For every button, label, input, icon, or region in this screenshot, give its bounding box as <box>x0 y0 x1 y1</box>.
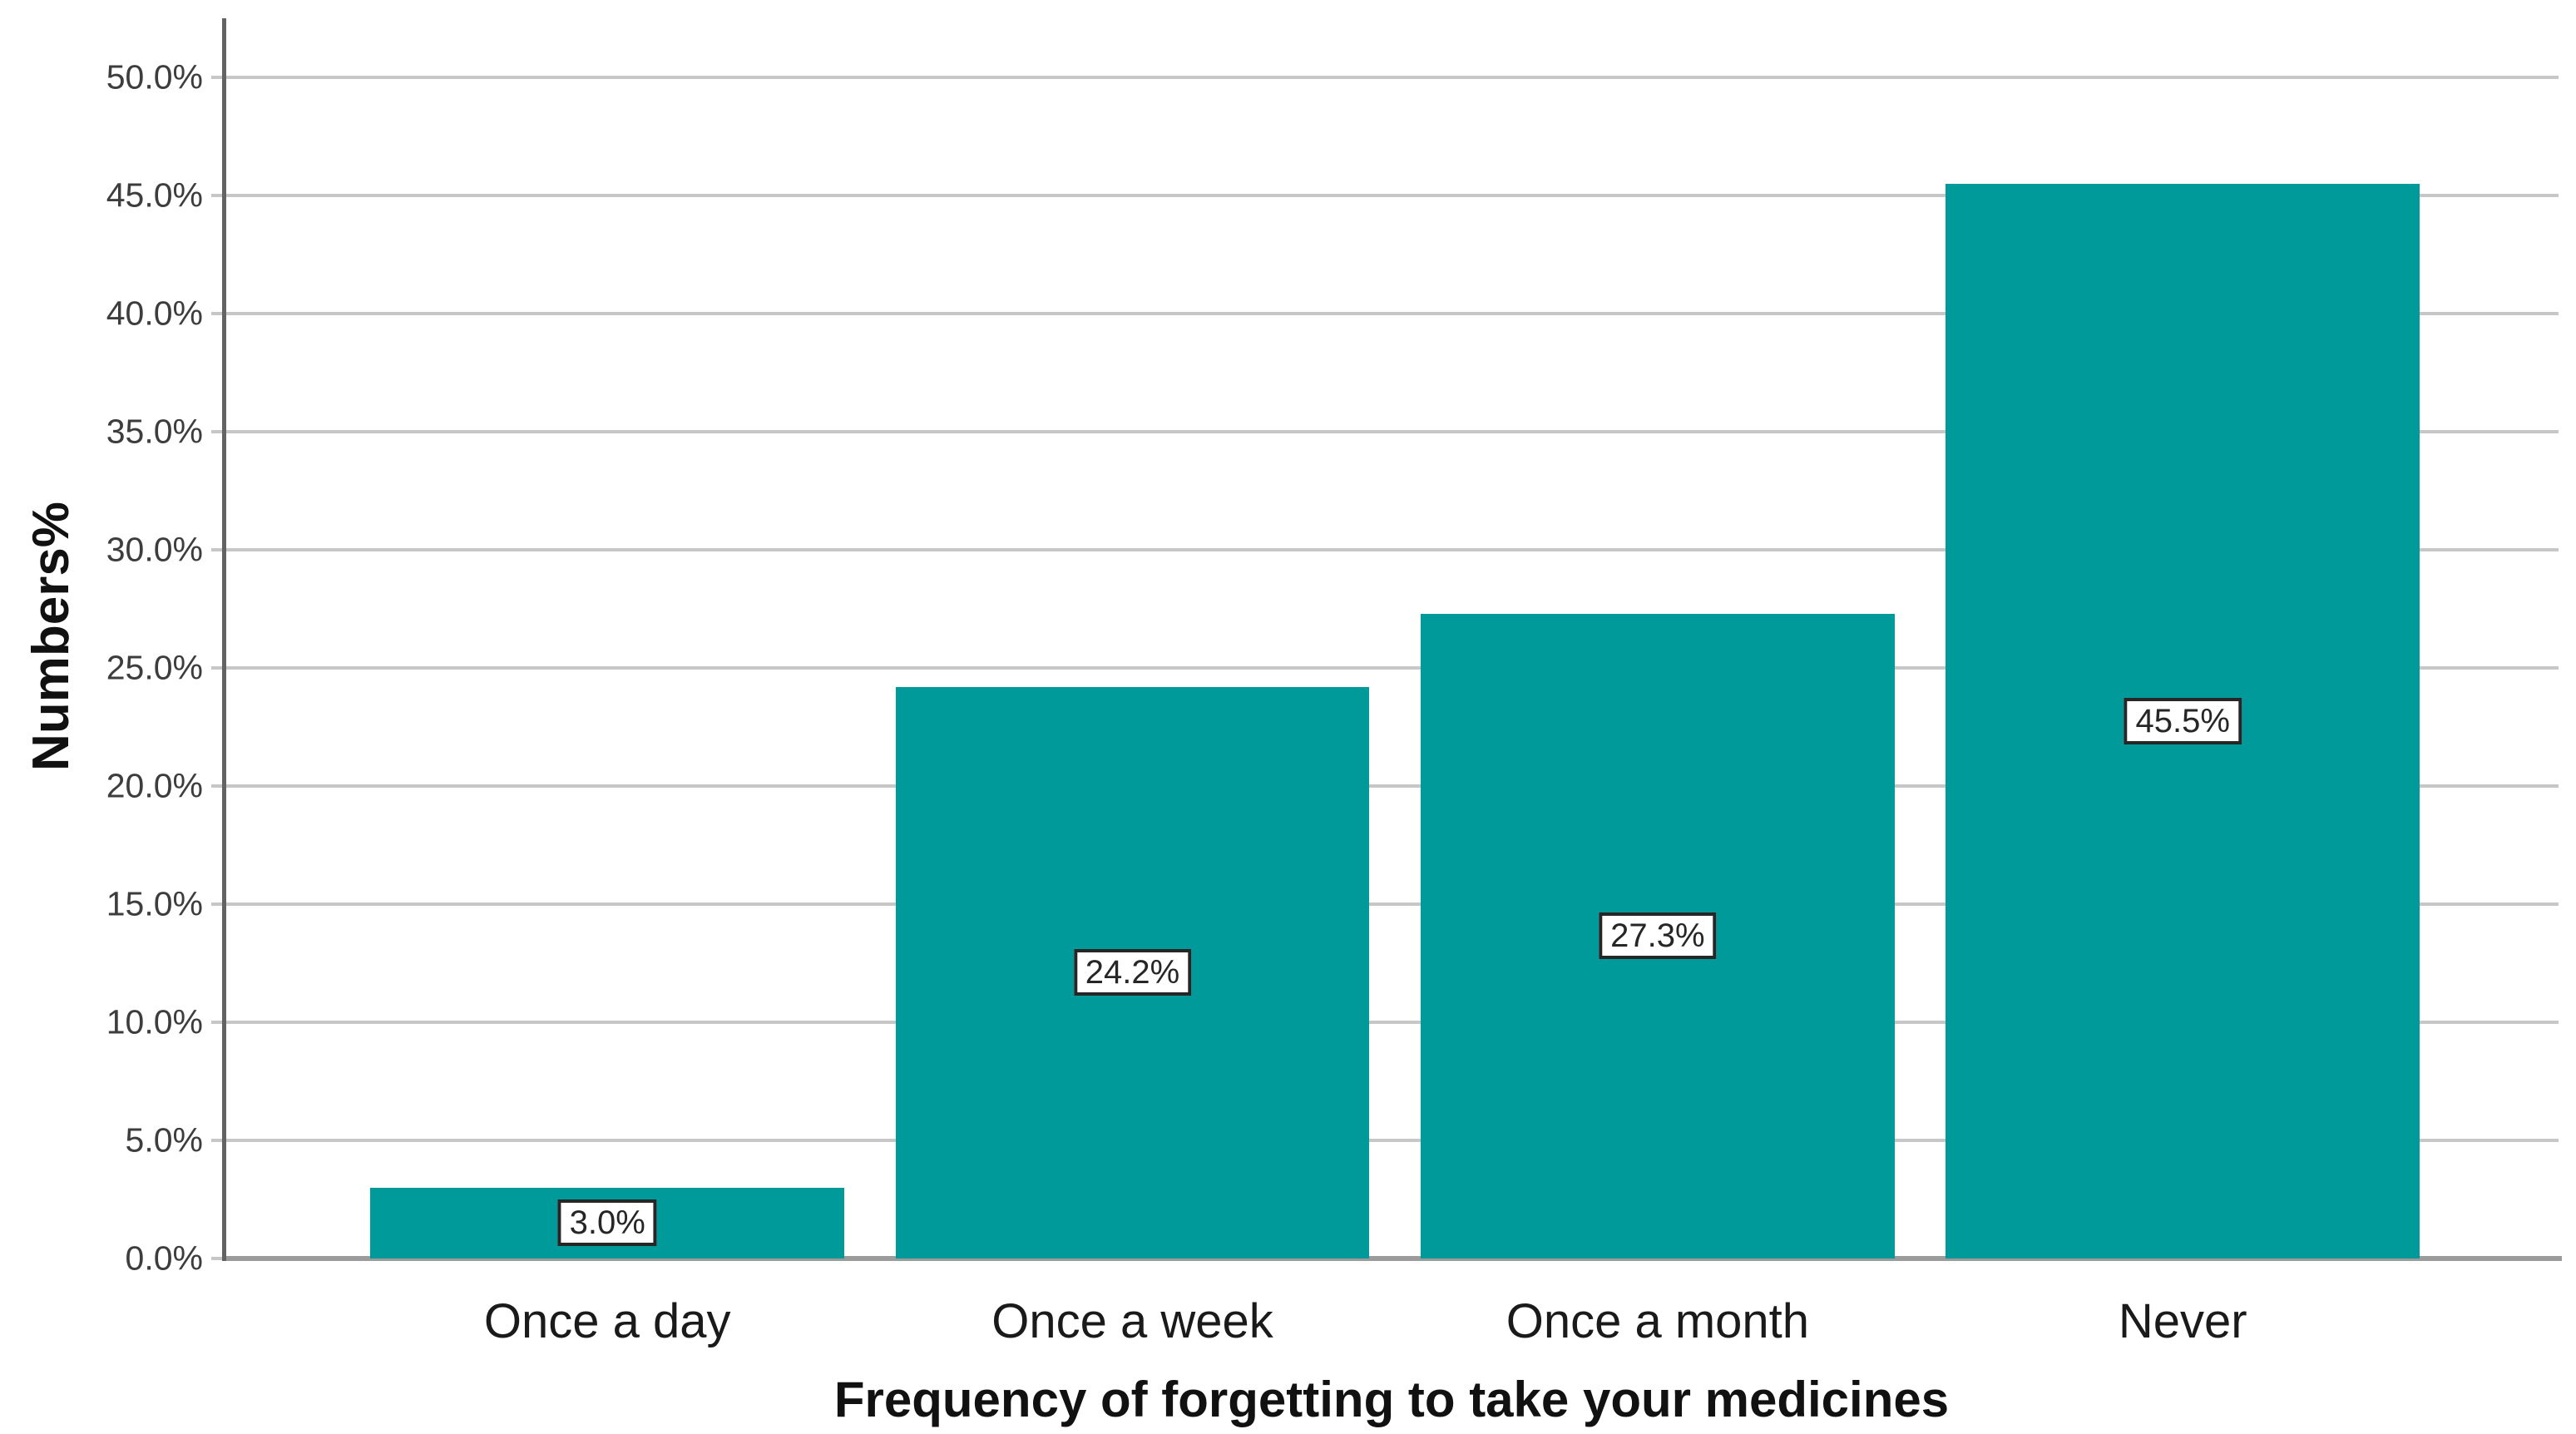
bar-never: 45.5% <box>1946 183 2420 1258</box>
y-tick-mark <box>211 1257 225 1260</box>
bar-value-label-once-a-day: 3.0% <box>557 1199 657 1247</box>
x-tick-label-once-a-day: Once a day <box>483 1294 731 1348</box>
y-tick-label: 10.0% <box>106 1002 203 1041</box>
y-tick-mark <box>211 548 225 551</box>
gridline-50.0% <box>225 76 2559 79</box>
bar-value-label-never: 45.5% <box>2124 697 2242 744</box>
bar-once-a-week: 24.2% <box>895 686 1370 1258</box>
y-tick-mark <box>211 430 225 433</box>
y-axis-line <box>222 18 226 1261</box>
y-tick-label: 0.0% <box>125 1239 203 1278</box>
y-tick-label: 40.0% <box>106 294 203 333</box>
y-tick-label: 50.0% <box>106 57 203 96</box>
gridline-35.0% <box>225 430 2559 433</box>
bar-once-a-day: 3.0% <box>370 1187 844 1258</box>
x-tick-label-once-a-month: Once a month <box>1506 1294 1810 1348</box>
y-tick-mark <box>211 902 225 906</box>
y-tick-mark <box>211 1021 225 1024</box>
y-tick-label: 5.0% <box>125 1120 203 1160</box>
x-axis-line <box>225 1256 2562 1261</box>
x-axis-title: Frequency of forgetting to take your med… <box>833 1372 1950 1427</box>
y-tick-mark <box>211 784 225 788</box>
gridline-45.0% <box>225 194 2559 197</box>
gridline-30.0% <box>225 548 2559 551</box>
bar-value-label-once-a-month: 27.3% <box>1599 912 1717 960</box>
gridline-10.0% <box>225 1021 2559 1024</box>
gridline-5.0% <box>225 1139 2559 1142</box>
y-tick-label: 45.0% <box>106 176 203 215</box>
x-tick-label-once-a-week: Once a week <box>991 1294 1273 1348</box>
y-tick-label: 30.0% <box>106 530 203 569</box>
bar-value-label-once-a-week: 24.2% <box>1073 949 1192 996</box>
y-tick-mark <box>211 666 225 670</box>
y-tick-label: 20.0% <box>106 766 203 805</box>
gridline-25.0% <box>225 666 2559 670</box>
x-axis-tick-labels: Once a day Once a week Once a month Never <box>225 1294 2559 1352</box>
y-tick-mark <box>211 76 225 79</box>
plot-area: 3.0% 24.2% 27.3% 45.5% <box>211 18 2562 1261</box>
gridline-20.0% <box>225 784 2559 788</box>
bar-once-a-month: 27.3% <box>1421 613 1895 1258</box>
gridline-40.0% <box>225 312 2559 315</box>
y-tick-mark <box>211 312 225 315</box>
y-tick-label: 15.0% <box>106 884 203 923</box>
gridline-15.0% <box>225 902 2559 906</box>
y-tick-label: 35.0% <box>106 412 203 451</box>
y-tick-mark <box>211 1139 225 1142</box>
y-tick-mark <box>211 194 225 197</box>
x-tick-label-never: Never <box>2118 1294 2247 1348</box>
y-tick-label: 25.0% <box>106 648 203 687</box>
y-axis-tick-labels: 0.0% 5.0% 10.0% 15.0% 20.0% 25.0% 30.0% 35.0% 40… <box>0 18 203 1275</box>
